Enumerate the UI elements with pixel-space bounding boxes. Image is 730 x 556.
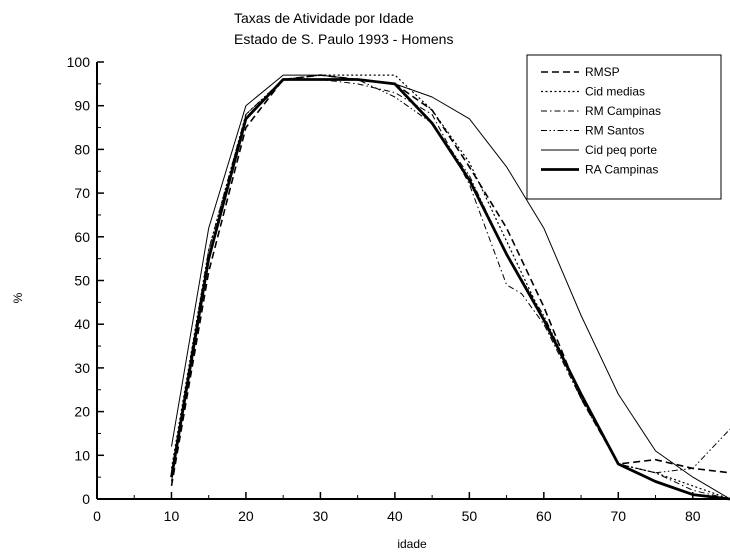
y-tick-label: 30	[74, 360, 90, 376]
x-tick-label: 60	[536, 508, 552, 524]
y-tick-label: 60	[74, 229, 90, 245]
x-tick-label: 70	[611, 508, 627, 524]
y-tick-label: 90	[74, 98, 90, 114]
legend: RMSP Cid medias RM Campinas RM Santos Cid pe…	[527, 55, 721, 199]
y-tick-label: 10	[74, 447, 90, 463]
legend-label: RM Santos	[585, 124, 644, 138]
y-tick-label: 100	[67, 54, 91, 70]
y-tick-label: 40	[74, 316, 90, 332]
legend-label: RA Campinas	[585, 163, 658, 177]
x-tick-label: 20	[238, 508, 254, 524]
chart-subtitle: Estado de S. Paulo 1993 - Homens	[234, 31, 453, 47]
x-tick-label: 80	[685, 508, 701, 524]
legend-label: Cid medias	[585, 85, 645, 99]
x-tick-label: 10	[164, 508, 180, 524]
chart-title: Taxas de Atividade por Idade	[234, 10, 414, 26]
x-tick-label: 30	[313, 508, 329, 524]
y-tick-label: 80	[74, 141, 90, 157]
legend-label: Cid peq porte	[585, 143, 657, 157]
x-axis-label: idade	[397, 537, 427, 551]
legend-label: RMSP	[585, 65, 620, 79]
x-tick-label: 40	[387, 508, 403, 524]
y-axis-label: %	[11, 292, 25, 303]
y-tick-label: 50	[74, 273, 90, 289]
x-tick-label: 0	[93, 508, 101, 524]
y-tick-label: 20	[74, 404, 90, 420]
y-tick-label: 70	[74, 185, 90, 201]
legend-label: RM Campinas	[585, 104, 661, 118]
x-tick-label: 50	[462, 508, 478, 524]
y-tick-label: 0	[82, 491, 90, 507]
